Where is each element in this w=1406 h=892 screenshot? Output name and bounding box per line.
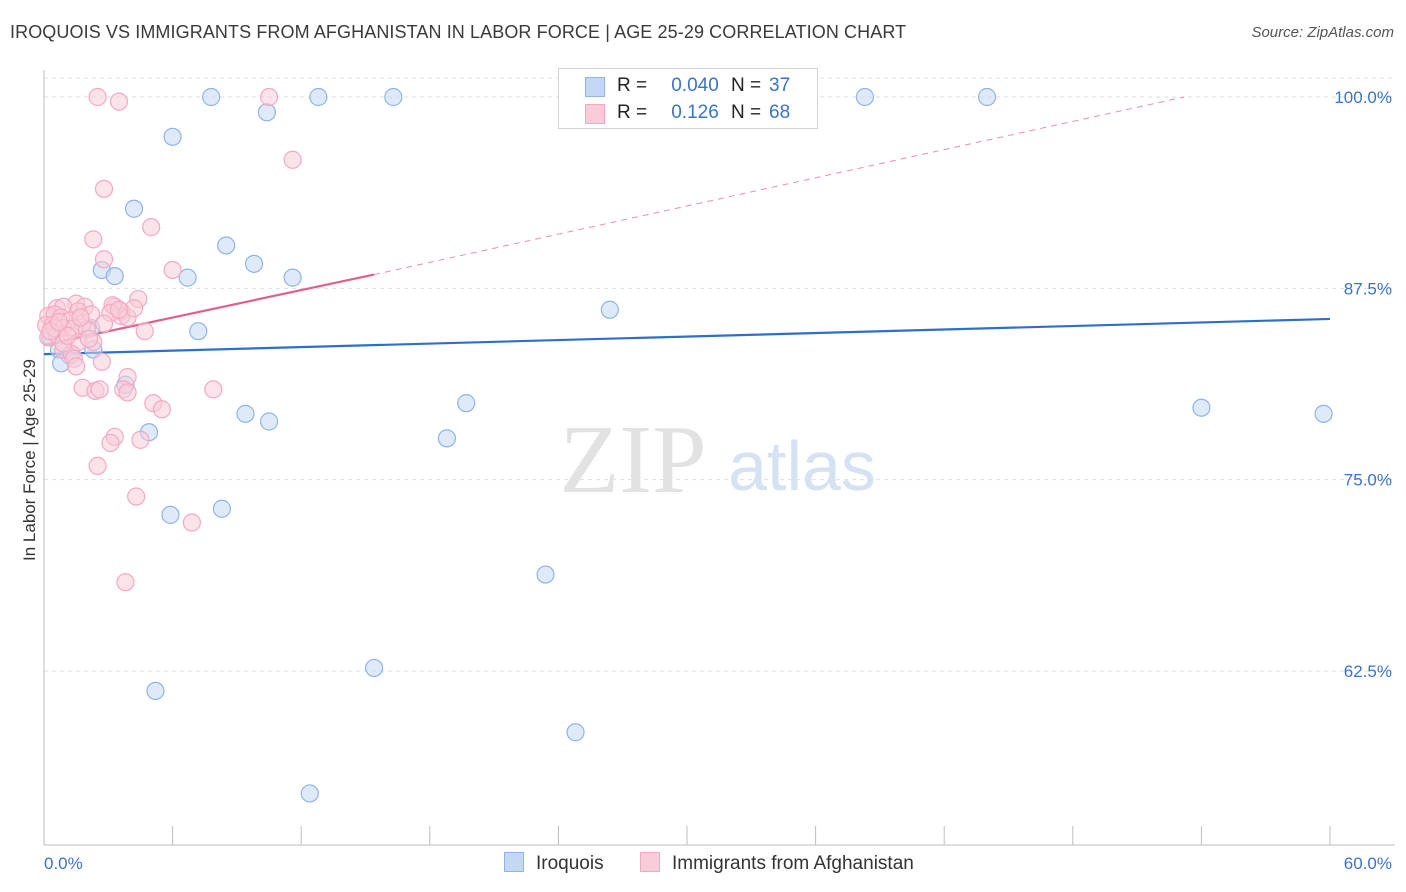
afghanistan-point — [94, 250, 114, 269]
trend-line-1 — [43, 273, 375, 347]
legend-n-label: N = — [731, 102, 762, 123]
afghanistan-point — [88, 87, 107, 107]
iroquois-point — [217, 236, 236, 255]
afghanistan-point — [142, 218, 161, 237]
iroquois-point — [124, 199, 144, 218]
legend-n-label: N = — [731, 75, 762, 96]
watermark-zip: ZIP — [560, 406, 707, 514]
iroquois-point — [105, 266, 124, 286]
iroquois-point — [566, 723, 585, 742]
y-tick-label: 87.5% — [1344, 279, 1392, 298]
afghanistan-point — [94, 179, 114, 198]
y-tick-label: 62.5% — [1344, 662, 1392, 681]
afghanistan-point — [118, 383, 137, 402]
iroquois-point — [600, 300, 619, 319]
iroquois-point — [437, 429, 457, 448]
x-tick-label: 0.0% — [44, 854, 83, 873]
series-legend-iroquois: Iroquois — [504, 852, 604, 875]
trend-lines — [43, 96, 1331, 356]
legend-swatch-afghanistan — [585, 104, 605, 124]
iroquois-point — [202, 87, 221, 107]
series-swatch-iroquois — [504, 852, 524, 872]
iroquois-point — [146, 681, 165, 700]
iroquois-point — [300, 784, 319, 803]
legend-n-value: 68 — [769, 102, 791, 123]
correlation-legend: R = 0.040 N = 37 R = 0.126 N = 68 — [558, 68, 818, 129]
watermark-atlas: atlas — [728, 427, 876, 505]
gridlines — [44, 77, 1395, 672]
afghanistan-point — [109, 300, 129, 319]
data-points — [37, 87, 1333, 803]
iroquois-point — [189, 322, 208, 341]
chart-title: IROQUOIS VS IMMIGRANTS FROM AFGHANISTAN … — [10, 22, 907, 42]
x-tick-label: 60.0% — [1344, 854, 1392, 873]
afghanistan-point — [71, 308, 90, 327]
iroquois-point — [283, 268, 302, 287]
series-name-iroquois: Iroquois — [536, 853, 604, 874]
legend-r-value: 0.126 — [671, 102, 719, 123]
afghanistan-point — [90, 380, 109, 399]
afghanistan-point — [163, 260, 182, 280]
afghanistan-point — [182, 513, 201, 532]
afghanistan-point — [135, 322, 154, 341]
iroquois-point — [977, 87, 997, 107]
afghanistan-point — [79, 329, 99, 348]
afghanistan-point — [131, 430, 150, 449]
series-legend-afghanistan: Immigrants from Afghanistan — [640, 852, 914, 875]
y-tick-label: 75.0% — [1344, 471, 1392, 490]
afghanistan-point — [283, 150, 302, 169]
iroquois-point — [855, 87, 874, 107]
legend-r-value: 0.040 — [671, 75, 719, 96]
iroquois-point — [212, 499, 231, 518]
iroquois-point — [1314, 404, 1333, 423]
trend-line-0 — [43, 317, 1331, 356]
iroquois-point — [244, 254, 264, 273]
iroquois-point — [309, 87, 328, 107]
afghanistan-point — [84, 230, 103, 249]
iroquois-point — [384, 87, 403, 107]
iroquois-point — [536, 565, 555, 584]
afghanistan-point — [124, 299, 144, 318]
afghanistan-point — [92, 352, 111, 371]
source-label: Source: ZipAtlas.com — [1251, 24, 1394, 41]
axes — [43, 70, 1395, 846]
afghanistan-point — [259, 87, 279, 107]
watermark: ZIP atlas — [560, 406, 876, 514]
tick-labels: 100.0% 87.5% 75.0% 62.5% 0.0% 60.0% — [44, 88, 1392, 873]
iroquois-point — [457, 394, 476, 413]
afghanistan-point — [152, 400, 171, 419]
iroquois-point — [178, 268, 197, 287]
legend-swatch-iroquois — [585, 77, 605, 97]
afghanistan-point — [101, 433, 120, 453]
legend-n-value: 37 — [769, 75, 791, 96]
afghanistan-point — [88, 456, 107, 475]
legend-r-label: R = — [617, 75, 648, 96]
iroquois-point — [1192, 398, 1211, 417]
y-tick-label: 100.0% — [1334, 88, 1392, 107]
iroquois-point — [163, 127, 182, 146]
iroquois-point — [259, 412, 279, 431]
iroquois-point — [257, 103, 277, 122]
afghanistan-point — [204, 380, 223, 399]
iroquois-point — [364, 658, 384, 678]
afghanistan-point — [127, 487, 146, 506]
afghanistan-point — [116, 573, 135, 592]
afghanistan-point — [67, 357, 86, 376]
series-swatch-afghanistan — [640, 852, 660, 872]
iroquois-point — [161, 505, 180, 524]
afghanistan-point — [109, 92, 129, 111]
iroquois-point — [236, 404, 255, 423]
afghanistan-point — [49, 312, 69, 332]
series-name-afghanistan: Immigrants from Afghanistan — [672, 853, 914, 874]
afghanistan-point — [94, 314, 114, 333]
afghanistan-point — [58, 326, 77, 345]
legend-r-label: R = — [617, 102, 648, 123]
